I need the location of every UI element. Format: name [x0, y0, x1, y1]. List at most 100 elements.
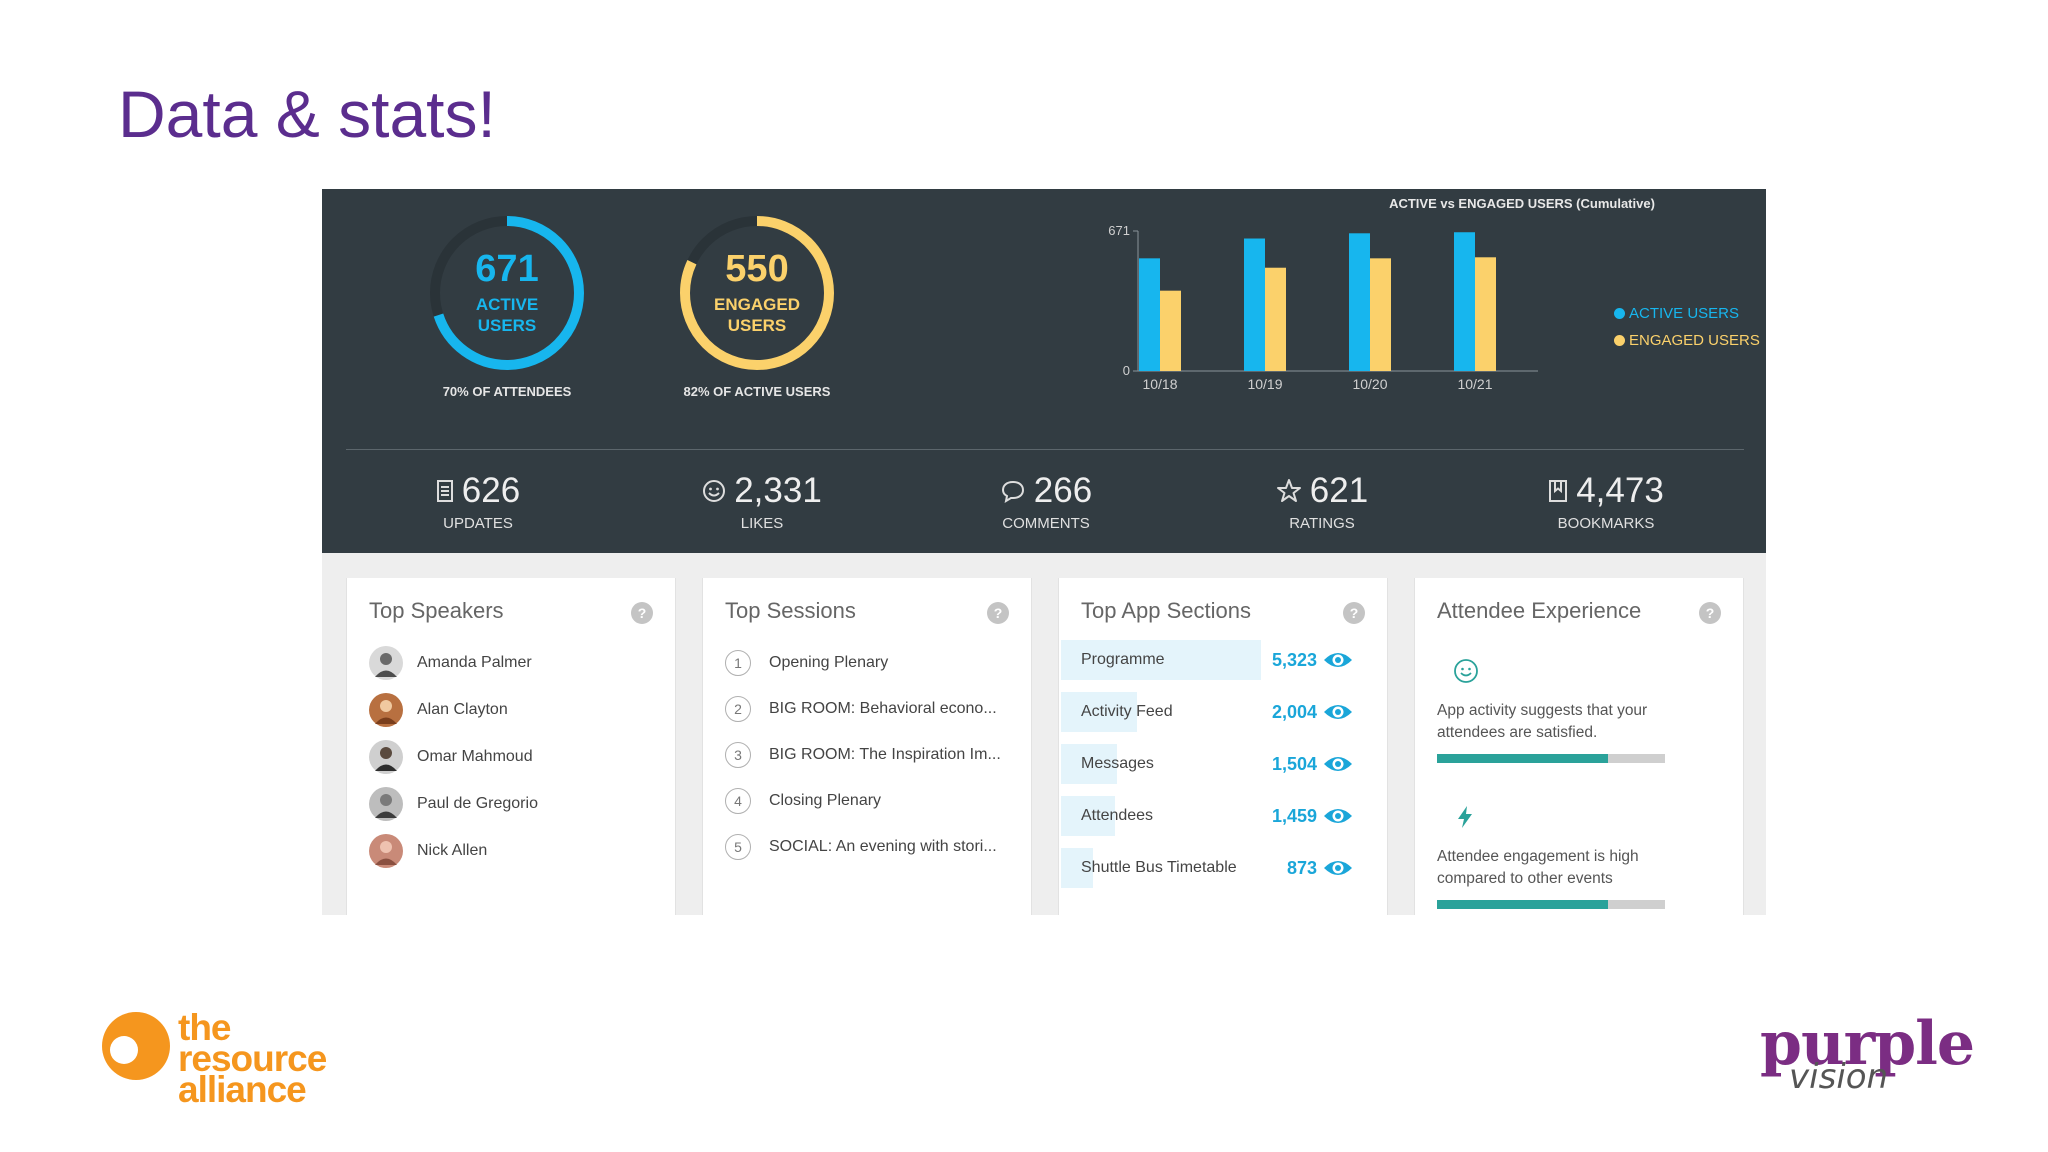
bar-engaged-10-18 [1160, 290, 1181, 371]
experience-engagement-fill [1437, 900, 1608, 909]
app-section-row[interactable]: Shuttle Bus Timetable 873 [1061, 848, 1371, 888]
speaker-name: Nick Allen [417, 842, 488, 859]
app-section-row[interactable]: Attendees 1,459 [1061, 796, 1371, 836]
help-icon[interactable]: ? [987, 602, 1009, 629]
chart-title: ACTIVE vs ENGAGED USERS (Cumulative) [1389, 196, 1655, 211]
stat-comments-label: COMMENTS [1002, 515, 1090, 532]
stat-likes-label: LIKES [740, 515, 784, 532]
svg-text:?: ? [1706, 605, 1715, 621]
session-row[interactable]: 2 BIG ROOM: Behavioral econo... [725, 696, 997, 722]
eye-icon[interactable] [1323, 702, 1353, 727]
stat-updates-label: UPDATES [443, 515, 513, 532]
attendee-experience-card: Attendee Experience ? App activity sugge… [1414, 578, 1744, 915]
stat-likes: 2,331 LIKES [632, 471, 892, 532]
eye-icon[interactable] [1323, 858, 1353, 883]
eye-icon[interactable] [1323, 806, 1353, 831]
app-section-name: Programme [1081, 651, 1165, 668]
star-icon [1276, 478, 1302, 504]
document-icon [436, 479, 454, 503]
stat-ratings-value: 621 [1309, 471, 1369, 510]
top-speakers-title: Top Speakers [369, 598, 504, 623]
x-tick-label: 10/19 [1247, 376, 1282, 392]
speaker-row[interactable]: Nick Allen [369, 834, 487, 868]
bookmark-icon [1548, 479, 1568, 503]
experience-satisfaction-fill [1437, 754, 1608, 763]
help-icon[interactable]: ? [1343, 602, 1365, 629]
app-section-row[interactable]: Activity Feed 2,004 [1061, 692, 1371, 732]
comment-icon [1000, 479, 1026, 503]
legend-active-swatch [1614, 308, 1625, 319]
stat-updates: 626 UPDATES [348, 471, 608, 532]
app-section-name: Attendees [1081, 807, 1154, 824]
speaker-row[interactable]: Paul de Gregorio [369, 787, 538, 821]
stat-bookmarks-label: BOOKMARKS [1557, 515, 1655, 532]
dashboard-summary: 671 ACTIVE USERS 70% OF ATTENDEES 550 EN… [322, 189, 1766, 553]
legend-engaged-label: ENGAGED USERS [1629, 332, 1760, 349]
app-section-name: Activity Feed [1081, 703, 1173, 720]
app-section-share-bar [1061, 640, 1261, 680]
stat-bookmarks: 4,473 BOOKMARKS [1476, 471, 1736, 532]
resource-alliance-logo: the resource alliance [178, 1009, 327, 1110]
stat-likes-value: 2,331 [734, 471, 822, 510]
session-row[interactable]: 3 BIG ROOM: The Inspiration Im... [725, 742, 1001, 768]
experience-text: Attendee engagement is high compared to … [1437, 848, 1639, 887]
engaged-users-label-2: USERS [727, 316, 787, 335]
experience-text: App activity suggests that your attendee… [1437, 702, 1648, 741]
x-tick-label: 10/18 [1142, 376, 1177, 392]
app-section-name: Shuttle Bus Timetable [1081, 859, 1237, 876]
engaged-users-subtitle: 82% OF ACTIVE USERS [683, 384, 831, 399]
attendee-experience-title: Attendee Experience [1437, 598, 1642, 623]
engaged-users-label-1: ENGAGED [714, 295, 800, 314]
svg-text:?: ? [638, 605, 647, 621]
bar-active-10-21 [1454, 232, 1475, 371]
y-tick-label: 671 [1108, 223, 1130, 238]
speaker-row[interactable]: Omar Mahmoud [369, 740, 533, 774]
eye-icon[interactable] [1323, 754, 1353, 779]
top-app-sections-card: Top App Sections ? Programme 5,323 Activit… [1058, 578, 1388, 915]
session-name: SOCIAL: An evening with stori... [769, 838, 997, 855]
top-app-sections-title: Top App Sections [1081, 598, 1252, 623]
speaker-name: Alan Clayton [417, 701, 508, 718]
eye-icon[interactable] [1323, 650, 1353, 675]
app-section-row[interactable]: Messages 1,504 [1061, 744, 1371, 784]
app-section-share-bar [1061, 744, 1117, 784]
engaged-users-value: 550 [725, 248, 789, 290]
active-users-ring: 671 ACTIVE USERS [427, 213, 587, 373]
top-speakers-card: Top Speakers ? Amanda Palmer Alan Clayto… [346, 578, 676, 915]
session-name: Opening Plenary [769, 654, 889, 671]
avatar [369, 693, 403, 727]
avatar [369, 740, 403, 774]
session-rank: 2 [725, 696, 751, 722]
session-name: BIG ROOM: Behavioral econo... [769, 700, 997, 717]
legend-engaged-swatch [1614, 335, 1625, 346]
speaker-row[interactable]: Alan Clayton [369, 693, 508, 727]
app-section-count: 1,504 [1271, 754, 1317, 774]
dashboard-divider [346, 449, 1744, 450]
help-icon[interactable]: ? [631, 602, 653, 629]
resource-alliance-logo-mark [102, 1012, 170, 1080]
svg-text:?: ? [1350, 605, 1359, 621]
session-row[interactable]: 5 SOCIAL: An evening with stori... [725, 834, 997, 860]
legend-engaged: ENGAGED USERS [1614, 332, 1760, 349]
help-icon[interactable]: ? [1699, 602, 1721, 629]
avatar [369, 834, 403, 868]
bar-active-10-18 [1139, 258, 1160, 371]
app-section-count: 5,323 [1271, 650, 1317, 670]
speaker-row[interactable]: Amanda Palmer [369, 646, 532, 680]
speaker-name: Amanda Palmer [417, 654, 532, 671]
x-tick-label: 10/20 [1352, 376, 1387, 392]
y-tick-label: 0 [1123, 363, 1130, 378]
session-row[interactable]: 4 Closing Plenary [725, 788, 881, 814]
session-row[interactable]: 1 Opening Plenary [725, 650, 888, 676]
app-section-share-bar [1061, 848, 1093, 888]
slide-title: Data & stats! [118, 77, 496, 151]
engaged-users-ring: 550 ENGAGED USERS [677, 213, 837, 373]
top-sessions-card: Top Sessions ? 1 Opening Plenary 2 BIG R… [702, 578, 1032, 915]
stat-bookmarks-value: 4,473 [1576, 471, 1664, 510]
session-rank: 3 [725, 742, 751, 768]
active-users-label-1: ACTIVE [475, 295, 539, 314]
active-users-value: 671 [475, 248, 539, 290]
resource-alliance-logo-line3: alliance [178, 1069, 307, 1110]
app-section-name: Messages [1081, 755, 1154, 772]
app-section-row[interactable]: Programme 5,323 [1061, 640, 1371, 680]
